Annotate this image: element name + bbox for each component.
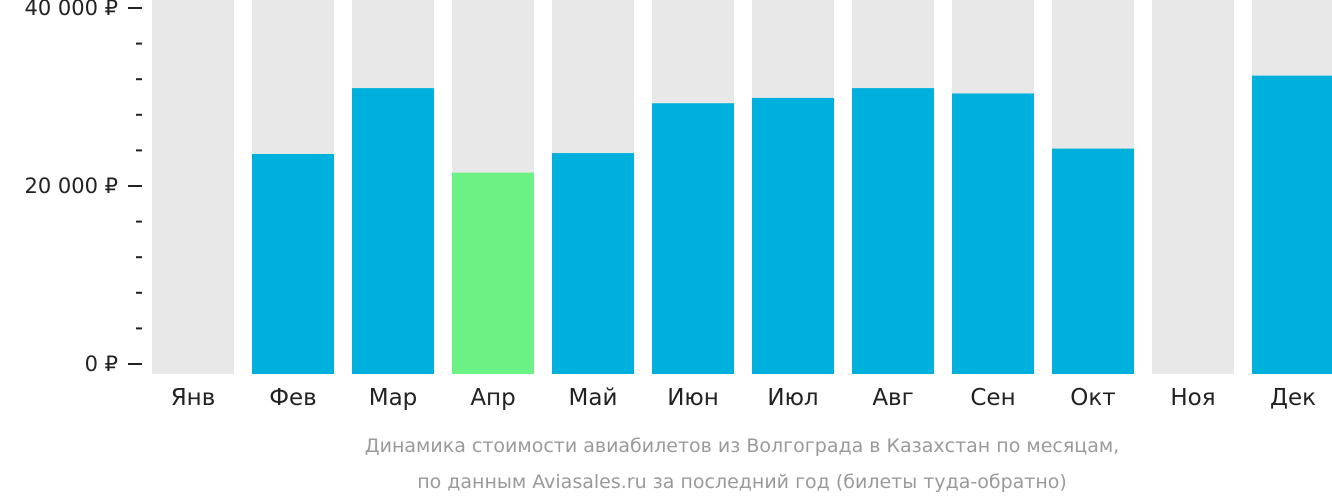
y-tick-label: 0 ₽ bbox=[85, 352, 118, 376]
bar-8 bbox=[852, 88, 934, 374]
bar-9 bbox=[952, 93, 1034, 374]
x-tick-label: Июн bbox=[667, 385, 719, 411]
x-tick-label: Авг bbox=[872, 385, 913, 411]
bar-3 bbox=[352, 88, 434, 374]
y-axis: 0 ₽ 20 000 ₽ 40 000 ₽ bbox=[24, 0, 142, 376]
bar-background-1 bbox=[152, 0, 234, 374]
x-tick-label: Апр bbox=[470, 385, 515, 411]
bar-12 bbox=[1252, 75, 1332, 374]
bar-10 bbox=[1052, 148, 1134, 374]
x-tick-label: Сен bbox=[970, 385, 1015, 411]
y-tick-label: 40 000 ₽ bbox=[24, 0, 118, 20]
x-tick-label: Май bbox=[569, 385, 618, 411]
bar-5 bbox=[552, 153, 634, 374]
bar-background-11 bbox=[1152, 0, 1234, 374]
x-tick-label: Ноя bbox=[1170, 385, 1215, 411]
x-tick-label: Фев bbox=[269, 385, 317, 411]
y-tick-label: 20 000 ₽ bbox=[24, 174, 118, 198]
x-axis: Янв Фев Мар Апр Май Июн Июл Авг Сен Окт Ноя Дек bbox=[171, 385, 1316, 411]
caption-line-1: Динамика стоимости авиабилетов из Волгог… bbox=[365, 435, 1119, 457]
bar-6 bbox=[652, 103, 734, 374]
x-tick-label: Дек bbox=[1270, 385, 1316, 411]
caption-line-2: по данным Aviasales.ru за последний год … bbox=[417, 471, 1067, 493]
x-tick-label: Янв bbox=[171, 385, 216, 411]
bars bbox=[252, 75, 1332, 374]
x-tick-label: Мар bbox=[369, 385, 418, 411]
x-tick-label: Окт bbox=[1070, 385, 1115, 411]
bar-4 bbox=[452, 172, 534, 374]
bar-7 bbox=[752, 97, 834, 374]
x-tick-label: Июл bbox=[767, 385, 818, 411]
bar-2 bbox=[252, 153, 334, 374]
